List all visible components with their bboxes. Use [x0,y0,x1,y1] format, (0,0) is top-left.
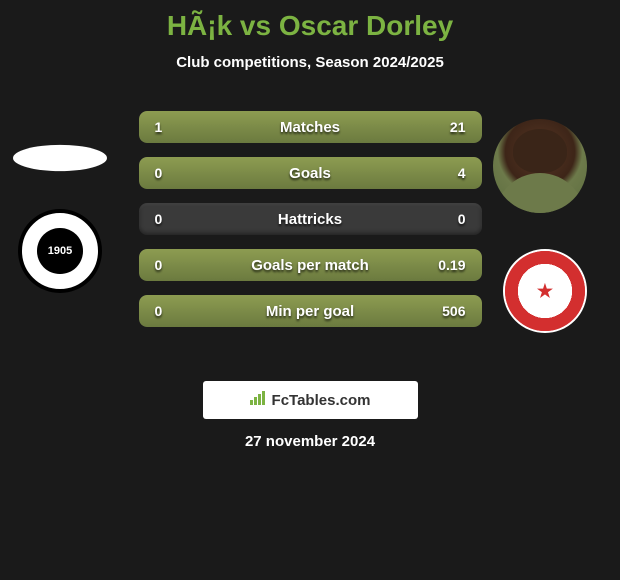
star-icon: ★ [537,282,553,300]
chart-icon [250,391,268,410]
stat-bar: 1Matches21 [139,111,482,143]
comparison-card: HÃ¡k vs Oscar Dorley Club competitions, … [0,0,620,450]
player-left-avatar-placeholder [13,145,107,171]
season-subtitle: Club competitions, Season 2024/2025 [0,54,620,71]
stat-right-value: 0.19 [438,257,465,273]
stat-label: Hattricks [139,211,482,228]
stat-bar: 0Goals4 [139,157,482,189]
club-left-year: 1905 [37,228,83,274]
footer-brand-label: FcTables.com [272,392,371,409]
stats-container: 1Matches210Goals40Hattricks00Goals per m… [139,111,482,327]
stat-right-value: 21 [450,119,466,135]
player-right-avatar [493,119,587,213]
stat-bar: 0Goals per match0.19 [139,249,482,281]
stat-label: Min per goal [139,303,482,320]
stat-label: Goals per match [139,257,482,274]
main-area: 1905 ★ 1Matches210Goals40Hattricks00Goal… [0,111,620,361]
stat-right-value: 506 [442,303,465,319]
stat-right-value: 0 [458,211,466,227]
date-label: 27 november 2024 [0,433,620,450]
stat-bar: 0Min per goal506 [139,295,482,327]
club-left-badge: 1905 [18,209,102,293]
stat-bar: 0Hattricks0 [139,203,482,235]
stat-label: Matches [139,119,482,136]
footer-brand[interactable]: FcTables.com [203,381,418,419]
stat-right-value: 4 [458,165,466,181]
stat-label: Goals [139,165,482,182]
club-right-badge: ★ [503,249,587,333]
page-title: HÃ¡k vs Oscar Dorley [0,10,620,42]
